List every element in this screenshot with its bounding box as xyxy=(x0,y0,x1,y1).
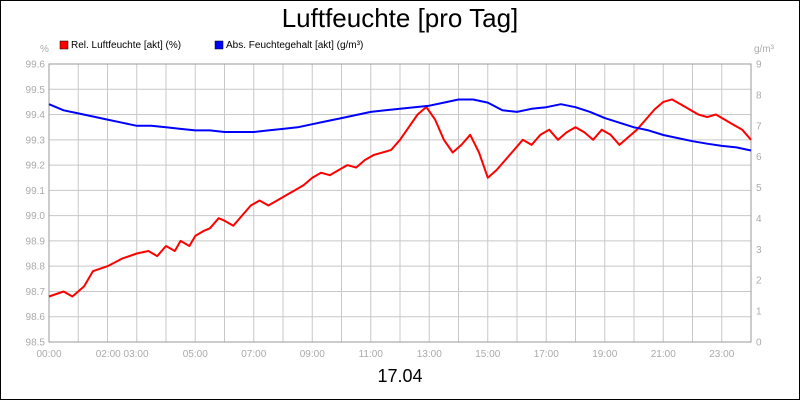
y-left-tick-label: 99.2 xyxy=(26,161,46,172)
chart-title: Luftfeuchte [pro Tag] xyxy=(281,3,519,33)
x-tick-label: 23:00 xyxy=(709,349,734,360)
y-left-tick-label: 98.9 xyxy=(26,236,46,247)
legend-swatch-abs xyxy=(214,40,224,50)
y-left-tick-label: 98.5 xyxy=(26,338,46,349)
y-left-tick-label: 98.7 xyxy=(26,287,46,298)
y-left-tick-label: 99.5 xyxy=(26,85,46,96)
x-tick-label: 09:00 xyxy=(300,349,325,360)
series-lines xyxy=(48,98,752,298)
y-left-unit: % xyxy=(40,44,49,55)
y-right-tick-label: 8 xyxy=(756,90,762,101)
legend: Rel. Luftfeuchte [akt] (%) Abs. Feuchteg… xyxy=(59,40,363,51)
y-left-tick-label: 99.3 xyxy=(26,135,46,146)
plot-border xyxy=(48,63,752,343)
x-tick-label: 05:00 xyxy=(183,349,208,360)
y-right-ticks: 9 8 7 6 5 4 3 2 1 0 xyxy=(756,60,762,349)
y-left-tick-label: 99.4 xyxy=(26,110,46,121)
y-left-ticks: 99.6 99.5 99.4 99.3 99.2 99.1 99.0 98.9 98.8 98.7… xyxy=(26,60,46,349)
x-tick-label: 13:00 xyxy=(417,349,442,360)
y-right-tick-label: 2 xyxy=(756,276,762,287)
legend-swatch-rel xyxy=(59,40,69,50)
x-tick-label: 00:00 xyxy=(36,349,61,360)
y-left-tick-label: 99.0 xyxy=(26,211,46,222)
y-right-tick-label: 1 xyxy=(756,307,762,318)
x-tick-label: 17:00 xyxy=(534,349,559,360)
series-line-abs-humidity xyxy=(48,98,752,152)
y-right-tick-label: 7 xyxy=(756,121,762,132)
x-tick-label: 19:00 xyxy=(592,349,617,360)
y-right-tick-label: 3 xyxy=(756,245,762,256)
y-right-unit: g/m³ xyxy=(754,44,775,55)
x-tick-label: 07:00 xyxy=(241,349,266,360)
y-left-tick-label: 99.6 xyxy=(26,60,46,71)
y-left-tick-label: 98.6 xyxy=(26,312,46,323)
grid xyxy=(48,63,752,343)
y-left-tick-label: 98.8 xyxy=(26,262,46,273)
legend-label-rel: Rel. Luftfeuchte [akt] (%) xyxy=(71,40,181,51)
y-right-tick-label: 6 xyxy=(756,152,762,163)
y-right-tick-label: 5 xyxy=(756,183,762,194)
y-right-tick-label: 9 xyxy=(756,60,762,71)
x-tick-label: 21:00 xyxy=(651,349,676,360)
x-axis-label: 17.04 xyxy=(377,366,423,386)
y-right-tick-label: 4 xyxy=(756,214,762,225)
x-tick-label: 02:00 03:00 xyxy=(96,349,149,360)
x-ticks: 00:00 02:00 03:00 05:00 07:00 09:00 11:00 13:0… xyxy=(36,349,734,360)
y-left-tick-label: 99.1 xyxy=(26,186,46,197)
y-right-tick-label: 0 xyxy=(756,338,762,349)
x-tick-label: 15:00 xyxy=(475,349,500,360)
legend-label-abs: Abs. Feuchtegehalt [akt] (g/m³) xyxy=(226,40,363,51)
series-line-rel-humidity xyxy=(48,98,752,298)
x-tick-label: 11:00 xyxy=(359,349,384,360)
